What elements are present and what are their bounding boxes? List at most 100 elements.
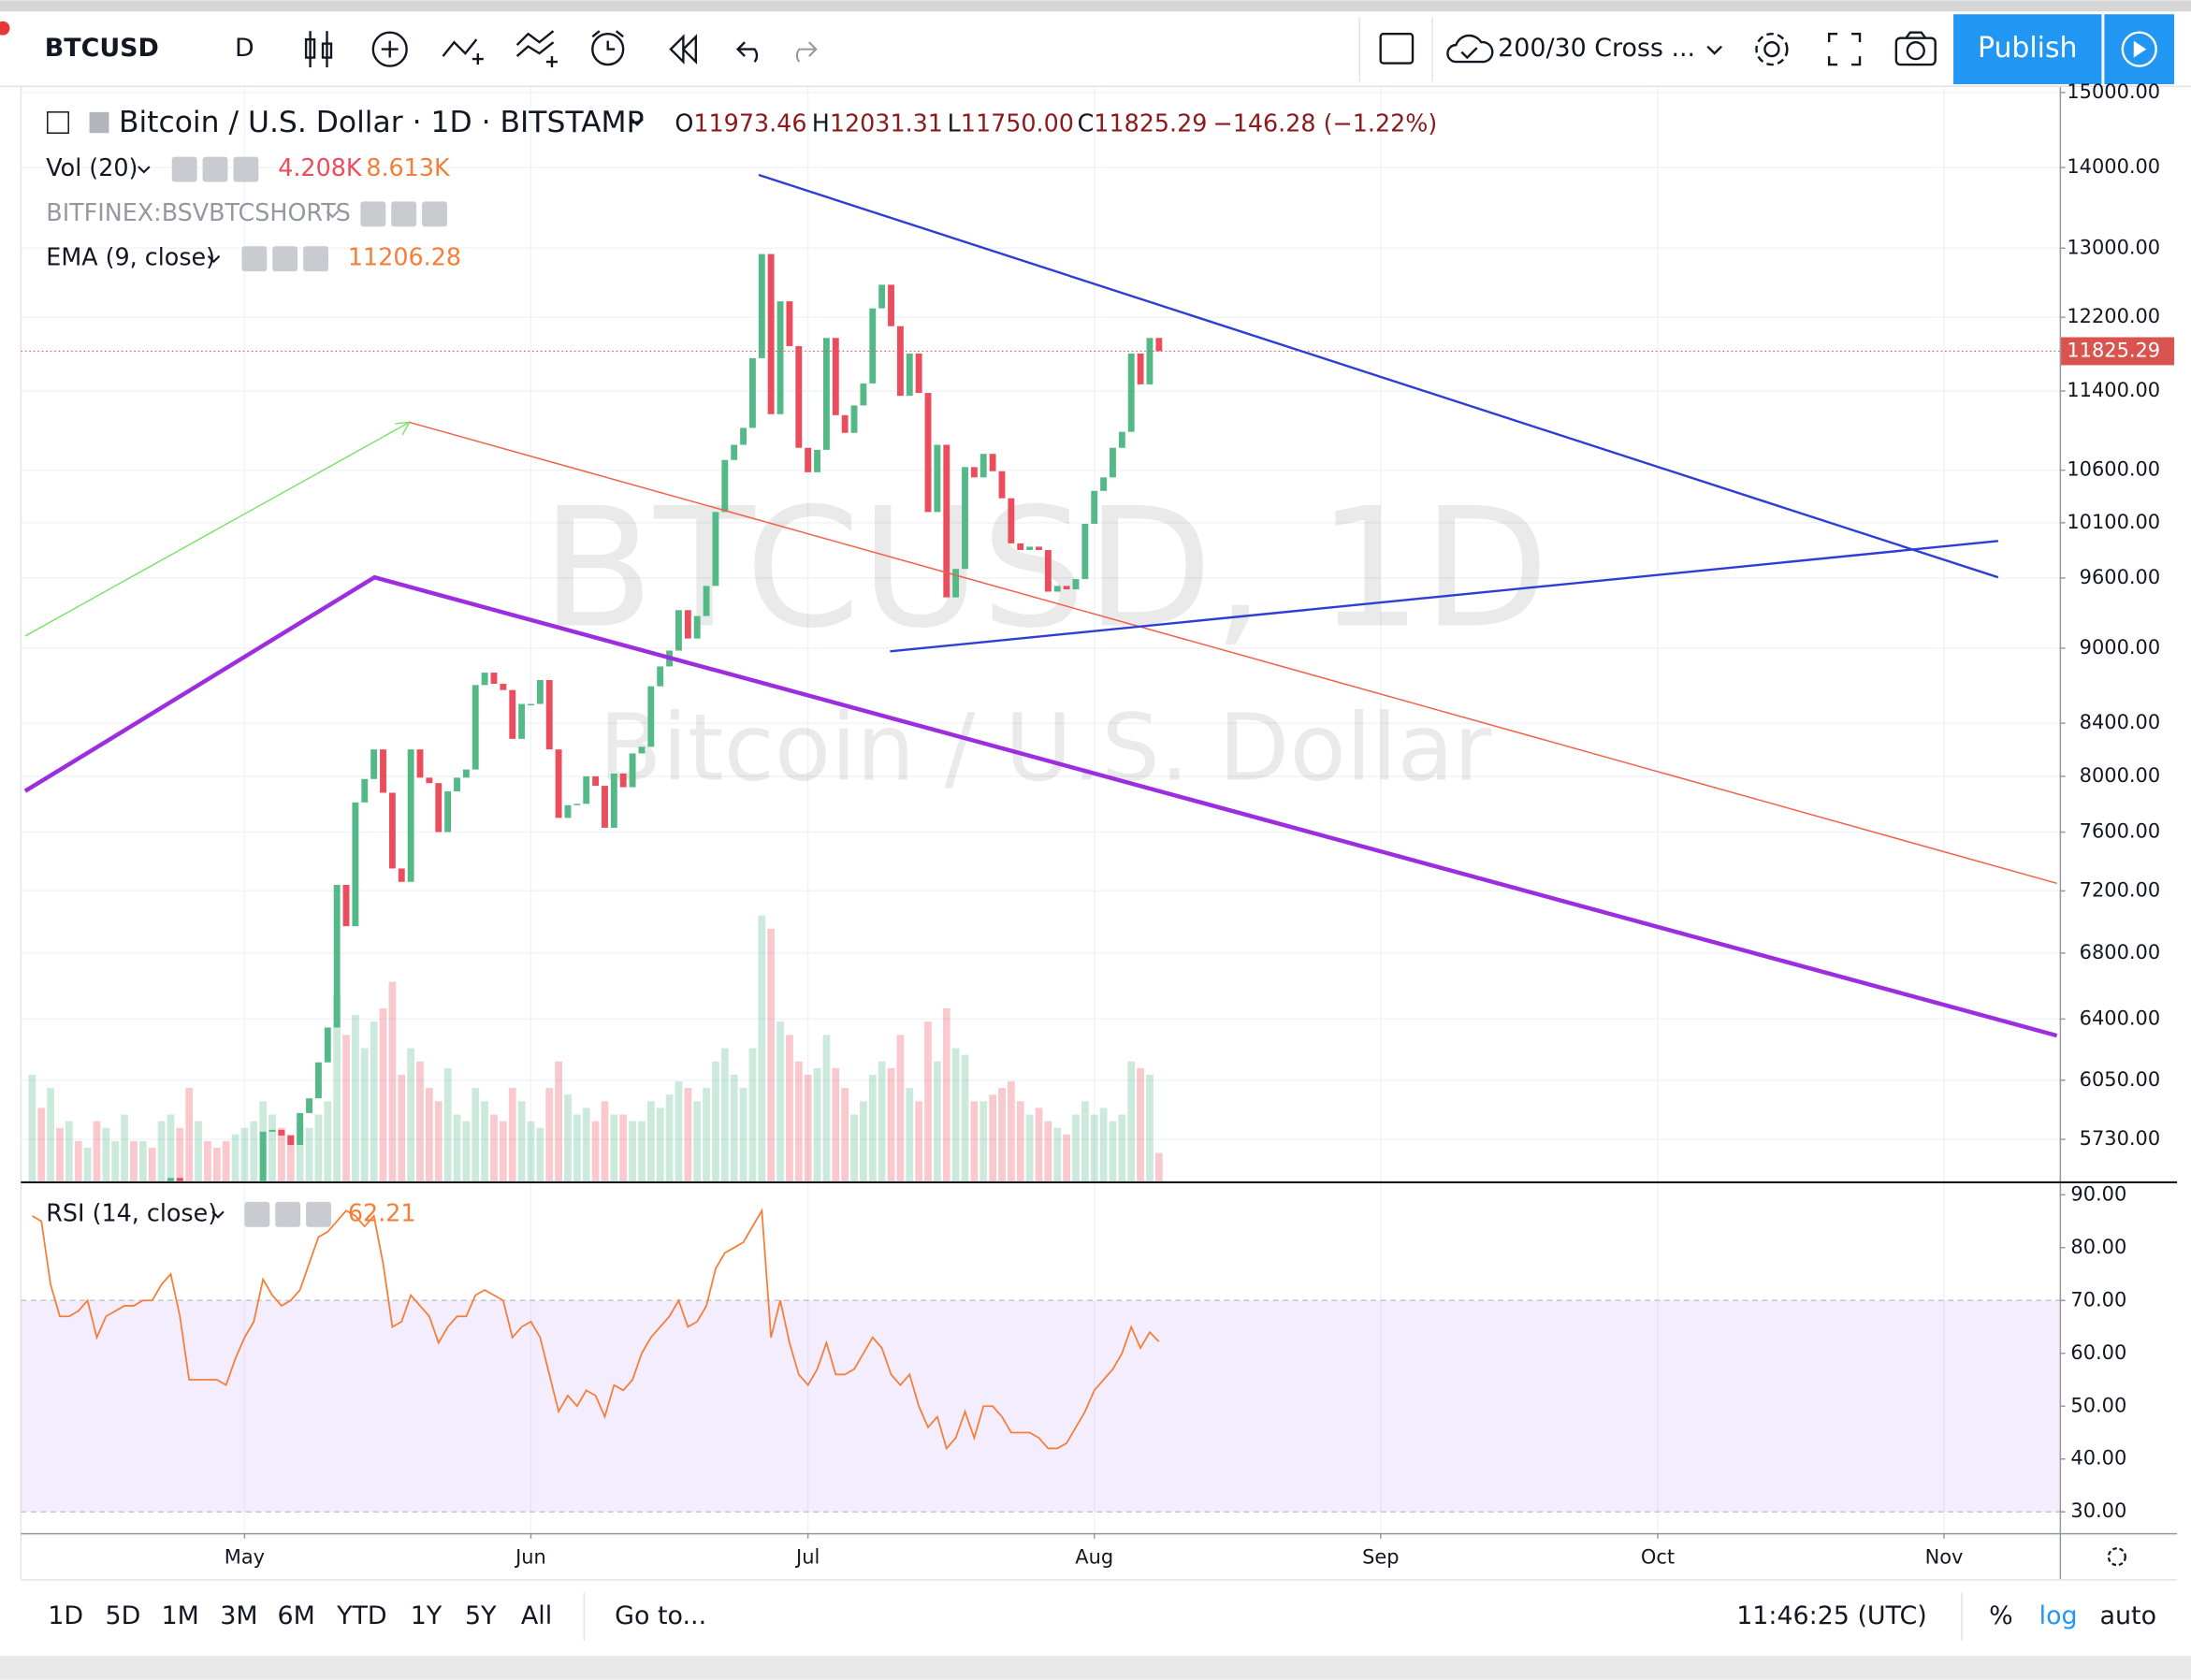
axis-settings-button[interactable] xyxy=(2107,1547,2126,1567)
volume-bar xyxy=(794,1061,803,1181)
remove-button[interactable] xyxy=(303,246,329,272)
trend-line[interactable] xyxy=(24,421,410,637)
trend-line[interactable] xyxy=(409,421,2057,885)
indicator-dropdown[interactable] xyxy=(326,210,340,219)
range-button[interactable]: 5Y xyxy=(465,1601,497,1630)
redo-button[interactable] xyxy=(795,41,818,63)
volume-bar xyxy=(167,1114,175,1181)
volume-bar xyxy=(712,1061,719,1181)
undo-button[interactable] xyxy=(735,41,759,63)
settings-button[interactable] xyxy=(391,201,417,227)
settings-button[interactable] xyxy=(1755,32,1789,66)
replay-button[interactable] xyxy=(669,34,698,65)
volume-bar xyxy=(1053,1127,1062,1181)
candle-body xyxy=(509,689,516,739)
candle-body xyxy=(342,884,350,927)
publish-button[interactable] xyxy=(1953,14,2102,84)
remove-button[interactable] xyxy=(306,1201,331,1227)
candle-body xyxy=(1100,477,1108,491)
candle-body xyxy=(1110,447,1116,478)
volume-bar xyxy=(83,1147,92,1181)
interval[interactable]: D xyxy=(235,34,254,63)
volume-bar xyxy=(453,1114,461,1181)
visibility-button[interactable] xyxy=(241,246,268,272)
collapse-button[interactable] xyxy=(47,111,69,134)
goto-button[interactable]: Go to... xyxy=(615,1601,706,1630)
symbol[interactable]: BTCUSD xyxy=(45,34,159,63)
triangle-upper[interactable] xyxy=(758,173,1999,579)
candle-body xyxy=(1008,498,1015,543)
volume-bar xyxy=(822,1035,831,1181)
rsi-name[interactable]: RSI (14, close) xyxy=(46,1198,217,1226)
last-price-label: 11825.29 xyxy=(2067,339,2160,361)
x-tick-label: Oct xyxy=(1641,1546,1675,1569)
settings-button[interactable] xyxy=(272,246,298,272)
log-toggle[interactable]: log xyxy=(2039,1601,2078,1630)
y-tick-label: 11400.00 xyxy=(2067,379,2160,401)
clock: 11:46:25 (UTC) xyxy=(1736,1601,1927,1630)
volume-bar xyxy=(360,1048,369,1181)
remove-button[interactable] xyxy=(422,201,447,227)
legend-title[interactable]: Bitcoin / U.S. Dollar · 1D · BITSTAMP xyxy=(119,106,645,139)
candle-body xyxy=(454,777,460,791)
remove-button[interactable] xyxy=(233,156,259,182)
candle-style-button[interactable] xyxy=(304,31,333,68)
layout-button[interactable] xyxy=(1379,32,1415,65)
ohlc-key: H xyxy=(812,109,830,137)
template-name[interactable]: 200/30 Cross ... xyxy=(1498,34,1695,63)
rsi-line xyxy=(31,1208,1160,1451)
range-button[interactable]: 3M xyxy=(220,1601,257,1630)
range-button[interactable]: 1Y xyxy=(411,1601,443,1630)
publish-label[interactable]: Publish xyxy=(1978,32,2077,65)
indicator-name[interactable]: EMA (9, close) xyxy=(46,243,215,271)
top-toolbar: BTCUSD D 200/30 Cross ... Publish xyxy=(0,14,2191,87)
indicator-dropdown[interactable] xyxy=(207,254,221,264)
indicator-name[interactable]: BITFINEX:BSVBTCSHORTS xyxy=(46,198,351,226)
volume-bar xyxy=(776,1021,784,1181)
range-button[interactable]: YTD xyxy=(336,1601,387,1630)
volume-bar xyxy=(786,1035,793,1181)
visibility-button[interactable] xyxy=(171,156,197,182)
range-button[interactable]: 6M xyxy=(277,1601,314,1630)
volume-bar xyxy=(240,1127,249,1181)
range-button[interactable]: 5D xyxy=(106,1601,141,1630)
volume-bar xyxy=(462,1121,471,1181)
volume-bar xyxy=(176,1127,184,1181)
indicator-dropdown[interactable] xyxy=(138,166,151,174)
range-button[interactable]: All xyxy=(521,1601,552,1630)
settings-button[interactable] xyxy=(202,156,228,182)
candle-body xyxy=(416,749,424,778)
percent-toggle[interactable]: % xyxy=(1989,1601,2013,1630)
x-tick-label: May xyxy=(225,1546,265,1569)
volume-bar xyxy=(1109,1121,1117,1181)
candle-body xyxy=(306,1098,312,1113)
alert-button[interactable] xyxy=(591,30,625,66)
visibility-button[interactable] xyxy=(360,201,386,227)
range-button[interactable]: 1M xyxy=(162,1601,199,1630)
auto-toggle[interactable]: auto xyxy=(2100,1601,2156,1630)
ohlc-item: O11973.46 xyxy=(675,109,806,137)
y-tick-label: 10100.00 xyxy=(2067,511,2160,533)
indicators-button[interactable] xyxy=(442,38,484,65)
volume-bar xyxy=(499,1121,507,1181)
compare-button[interactable] xyxy=(371,31,408,67)
candle-body xyxy=(998,471,1006,499)
indicator-name[interactable]: Vol (20) xyxy=(46,153,138,181)
snapshot-button[interactable] xyxy=(1894,31,1937,66)
ohlc-key: L xyxy=(948,109,961,137)
trend-line[interactable] xyxy=(23,574,2058,1038)
template-dropdown[interactable] xyxy=(1706,45,1722,55)
settings-button[interactable] xyxy=(275,1201,301,1227)
visibility-button[interactable] xyxy=(244,1201,270,1227)
range-button[interactable]: 1D xyxy=(48,1601,83,1630)
candle-body xyxy=(518,703,526,739)
fullscreen-button[interactable] xyxy=(1827,32,1862,66)
indicator-dropdown[interactable] xyxy=(211,1210,225,1219)
cloud-icon xyxy=(1446,34,1494,64)
window-strip xyxy=(0,0,2191,12)
candle-body xyxy=(740,427,747,445)
legend-dropdown[interactable] xyxy=(631,118,644,126)
templates-button[interactable] xyxy=(515,30,558,68)
triangle-lower[interactable] xyxy=(890,540,1998,653)
ohlc-value: 11973.46 xyxy=(693,109,806,137)
